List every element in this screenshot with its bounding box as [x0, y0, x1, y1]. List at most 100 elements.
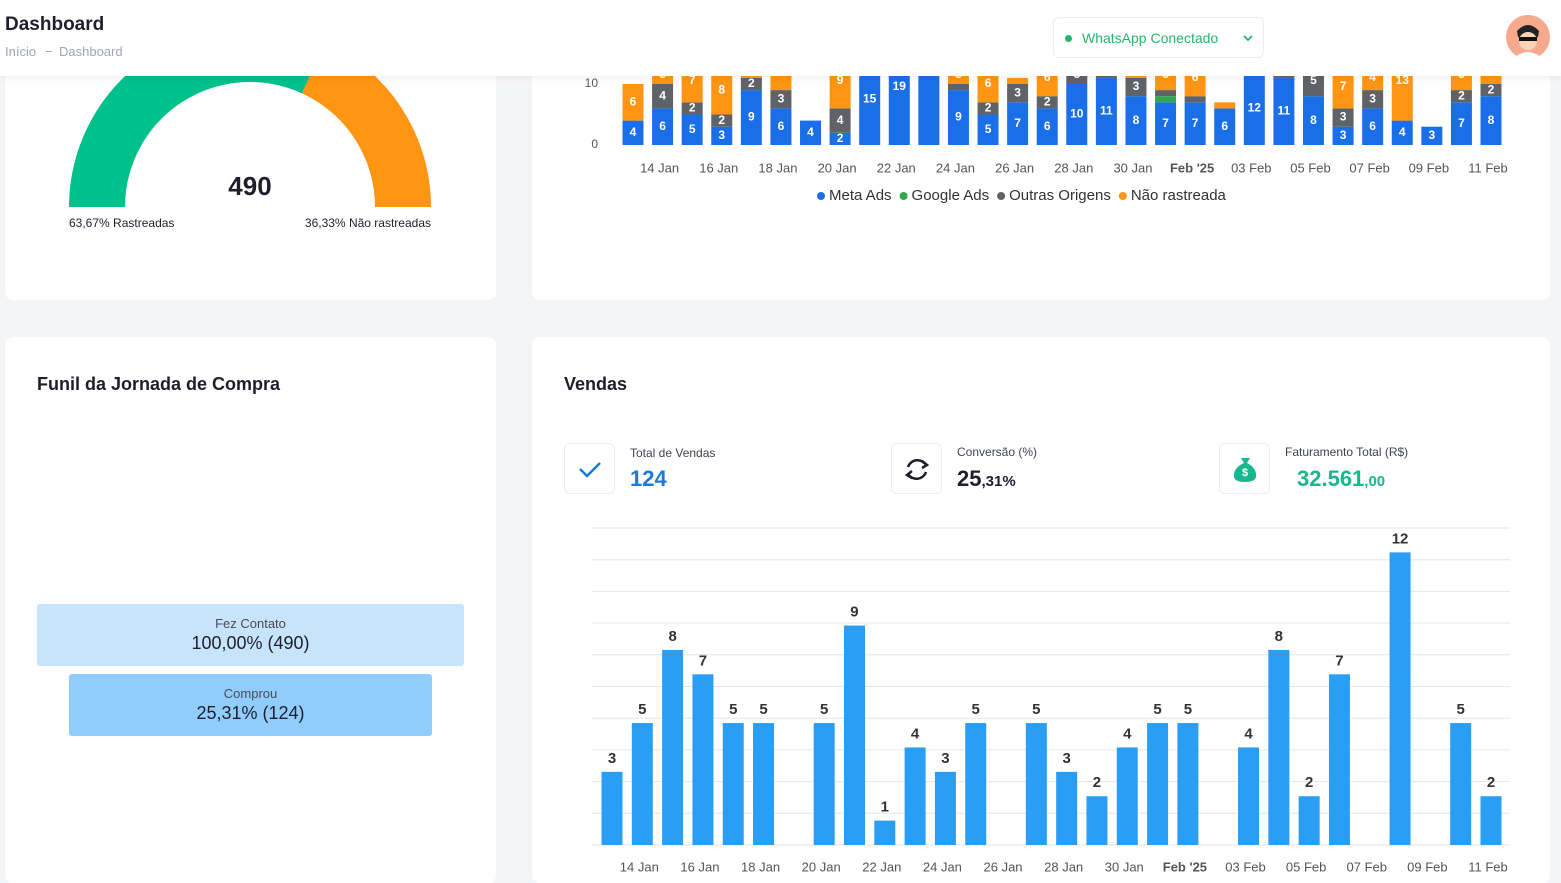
x-tick-label: 09 Feb: [1407, 859, 1447, 874]
y-tick-label: 10: [585, 76, 599, 90]
legend-marker: [997, 192, 1006, 200]
bar-label: 6: [1221, 119, 1228, 133]
bar-label: 8: [1488, 113, 1495, 127]
bar-label: 3: [1369, 91, 1376, 105]
bar-label: 4: [911, 725, 920, 742]
bar: [1480, 796, 1502, 845]
bar: [662, 649, 684, 845]
bar-label: 7: [1340, 79, 1347, 93]
bar-label: 7: [1458, 116, 1465, 130]
x-tick-label: 07 Feb: [1349, 160, 1389, 175]
bar-label: 3: [1133, 79, 1140, 93]
svg-text:$: $: [1242, 467, 1248, 479]
bar: [631, 723, 653, 845]
bar-segment: [947, 90, 969, 145]
bar-label: 3: [608, 750, 616, 767]
breadcrumb[interactable]: Início: [5, 44, 37, 59]
bar: [904, 747, 926, 845]
bar-segment: [1421, 126, 1443, 145]
bar-segment: [1243, 71, 1265, 145]
bar-label: 3: [1340, 128, 1347, 142]
x-tick-label: 20 Jan: [818, 160, 857, 175]
bar-segment: [1214, 108, 1236, 145]
bar: [1056, 771, 1078, 845]
stat-value: 25,31%: [957, 466, 1016, 492]
bar-label: 6: [1044, 119, 1051, 133]
bar-segment: [1155, 102, 1177, 145]
bar-segment: [681, 114, 703, 145]
legend-label: Outras Origens: [1009, 187, 1111, 204]
bar: [753, 723, 775, 845]
bar-label: 19: [893, 79, 907, 93]
bar: [965, 723, 987, 845]
bar-label: 2: [718, 113, 725, 127]
bar-segment: [859, 53, 881, 145]
x-tick-label: 03 Feb: [1231, 160, 1271, 175]
bar-segment: [829, 132, 851, 145]
bar: [1147, 723, 1169, 845]
bar-label: 4: [1369, 70, 1376, 84]
bar-label: 11: [1100, 104, 1113, 118]
bar-segment: [1480, 96, 1502, 145]
x-tick-label: 28 Jan: [1044, 859, 1083, 874]
bar: [1177, 723, 1199, 845]
gauge-label: 36,33% Não rastreadas: [305, 216, 431, 230]
bar-label: 5: [759, 701, 767, 718]
bar: [1450, 723, 1472, 845]
bar-label: 9: [837, 73, 844, 87]
x-tick-label: 05 Feb: [1286, 859, 1326, 874]
bar-segment: [947, 84, 969, 91]
bar: [874, 820, 896, 845]
bar-label: 5: [1184, 701, 1192, 718]
bar-segment: [1450, 90, 1472, 103]
x-tick-label: 07 Feb: [1347, 859, 1387, 874]
funnel-stage: Comprou 25,31% (124): [69, 674, 432, 736]
funnel-card: Funil da Jornada de Compra Fez Contato 1…: [5, 337, 496, 883]
bar-label: 5: [1153, 701, 1161, 718]
avatar[interactable]: [1505, 15, 1551, 61]
legend-marker: [817, 192, 825, 200]
x-tick-label: 24 Jan: [923, 859, 962, 874]
legend-label: Não rastreada: [1131, 187, 1227, 204]
bar-label: 3: [1340, 110, 1347, 124]
bar-segment: [711, 114, 733, 127]
legend-label: Google Ads: [912, 187, 990, 204]
check-icon: [564, 443, 615, 494]
bar: [813, 723, 835, 845]
bar-label: 8: [1275, 628, 1283, 645]
bar-label: 6: [1192, 70, 1199, 84]
bar: [934, 771, 956, 845]
bar-segment: [1036, 108, 1058, 145]
legend-label: Meta Ads: [829, 187, 892, 204]
bar-label: 3: [1062, 750, 1070, 767]
stat-int: 25: [957, 466, 982, 491]
whatsapp-button[interactable]: WhatsApp Conectado: [1053, 17, 1264, 58]
bar-label: 3: [941, 750, 949, 767]
bar: [1116, 747, 1138, 845]
bar-label: 2: [1044, 94, 1051, 108]
bar-segment: [1302, 96, 1324, 145]
stat-label: Total de Vendas: [630, 446, 716, 460]
bar-label: 4: [807, 125, 814, 139]
bar-label: 7: [699, 652, 707, 669]
x-tick-label: 30 Jan: [1105, 859, 1144, 874]
sales-title: Vendas: [564, 374, 628, 394]
bar: [843, 625, 865, 845]
bar-label: 8: [668, 628, 676, 645]
x-tick-label: 22 Jan: [862, 859, 901, 874]
bar-label: 4: [1399, 125, 1406, 139]
y-tick-label: 0: [591, 137, 598, 151]
bar-label: 8: [1133, 113, 1140, 127]
bar-label: 7: [689, 73, 696, 87]
bar-label: 5: [1310, 73, 1317, 87]
legend-marker: [899, 192, 908, 200]
bar: [692, 674, 714, 845]
bar-label: 5: [820, 701, 828, 718]
bar-segment: [1125, 77, 1147, 97]
bar: [1025, 723, 1047, 845]
bar-label: 9: [748, 110, 755, 124]
bar-label: 5: [985, 122, 992, 136]
status-dot: [1065, 35, 1072, 42]
gauge-value: 490: [228, 171, 271, 201]
